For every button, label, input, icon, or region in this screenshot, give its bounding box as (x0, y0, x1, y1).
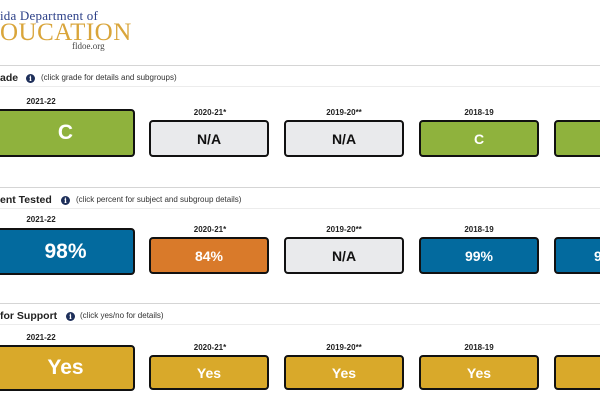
grade-value-button[interactable]: N/A (149, 120, 269, 157)
grade-year-label: 2018-19 (464, 108, 494, 117)
support-value-button[interactable] (554, 355, 600, 390)
support-value-button[interactable]: Yes (419, 355, 539, 390)
logo-department-text: ida Department of (0, 8, 98, 23)
support-value-button[interactable]: Yes (149, 355, 269, 390)
grade-year-label: 2021-22 (26, 97, 56, 106)
grade-value-button[interactable]: C (0, 109, 135, 157)
percent-tested-year-label: 2020-21* (193, 225, 227, 234)
percent-tested-section-hint: (click percent for subject and subgroup … (76, 195, 242, 204)
grade-value-button[interactable]: N/A (284, 120, 404, 157)
percent-tested-value-button[interactable]: 9 (554, 237, 600, 274)
section-divider (0, 208, 600, 209)
percent-tested-year-label: 2018-19 (464, 225, 494, 234)
percent-tested-value-button[interactable]: 84% (149, 237, 269, 274)
section-divider (0, 324, 600, 325)
section-divider (0, 86, 600, 87)
grade-value-button[interactable] (554, 120, 600, 157)
support-year-label: 2020-21* (193, 343, 227, 352)
percent-tested-year-label: 2019-20** (326, 225, 362, 234)
percent-tested-section-title: ent Tested (0, 194, 52, 206)
percent-tested-year-label: 2021-22 (26, 215, 56, 224)
info-icon[interactable]: i (26, 74, 35, 83)
percent-tested-value-button[interactable]: 98% (0, 228, 135, 275)
support-section-title: for Support (0, 310, 58, 322)
grade-section-hint: (click grade for details and subgroups) (41, 73, 177, 82)
support-value-button[interactable]: Yes (0, 345, 135, 391)
grade-section-title: ade (0, 72, 19, 84)
grade-value-button[interactable]: C (419, 120, 539, 157)
support-section-hint: (click yes/no for details) (80, 311, 164, 320)
grade-section-header: ade i (click grade for details and subgr… (0, 65, 600, 85)
support-year-label: 2021-22 (26, 333, 56, 342)
logo-education-text: OUCATION (0, 19, 132, 46)
support-section-header: for Support i (click yes/no for details) (0, 303, 600, 323)
info-icon[interactable]: i (61, 196, 70, 205)
fldoe-logo[interactable]: ida Department of OUCATION fldoe.org (0, 0, 132, 60)
percent-tested-section-header: ent Tested i (click percent for subject … (0, 187, 600, 207)
percent-tested-value-button[interactable]: N/A (284, 237, 404, 274)
grade-year-label: 2019-20** (326, 108, 362, 117)
support-year-label: 2019-20** (326, 343, 362, 352)
info-icon[interactable]: i (66, 312, 75, 321)
support-year-label: 2018-19 (464, 343, 494, 352)
support-value-button[interactable]: Yes (284, 355, 404, 390)
logo-url-text: fldoe.org (72, 41, 105, 51)
grade-year-label: 2020-21* (193, 108, 227, 117)
percent-tested-value-button[interactable]: 99% (419, 237, 539, 274)
